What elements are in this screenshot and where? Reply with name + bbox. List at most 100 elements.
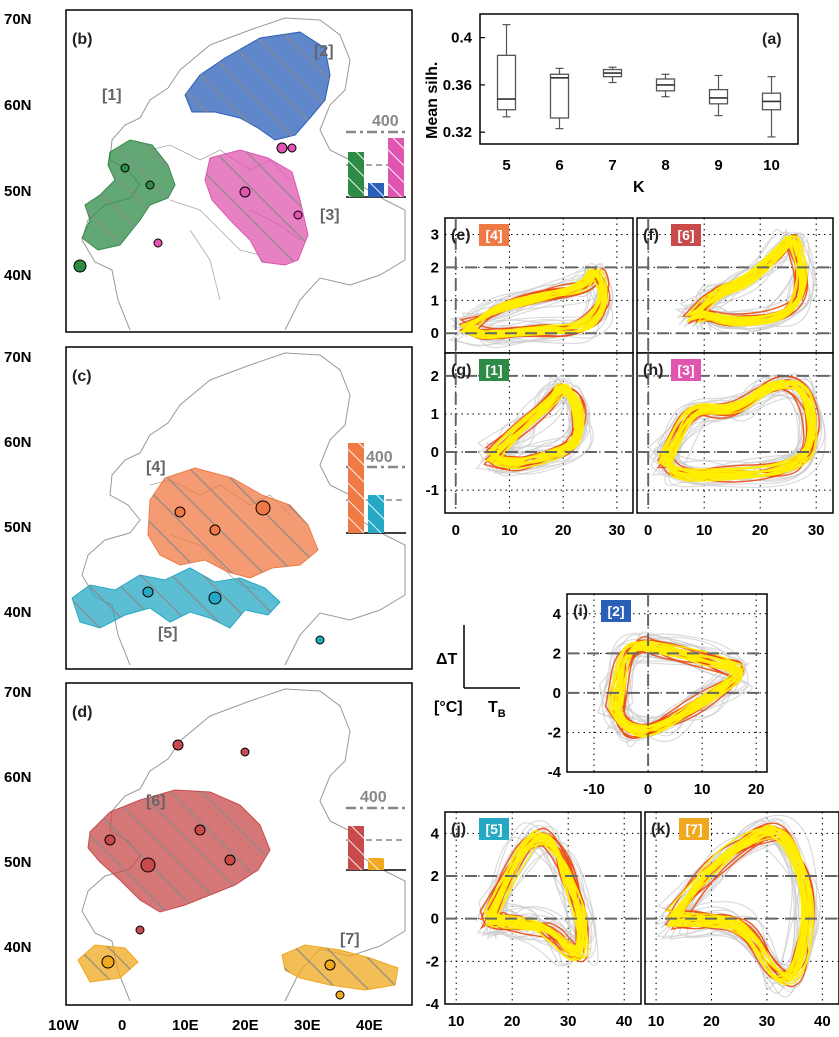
trajectory-panel-j: (j) [5] 10 20 30 40 -4 -2 0 2 4: [426, 811, 642, 1030]
map-lat-ticks-d: 70N 60N 50N 40N: [4, 684, 32, 956]
region-hatch: [88, 790, 270, 912]
ensemble-trajectory: [623, 631, 746, 727]
region-hatch: [82, 140, 175, 250]
region-trajectory: [490, 385, 582, 462]
ytick-label: 0: [431, 325, 439, 342]
key-ylabel: ΔT: [436, 651, 458, 668]
svg-text:20E: 20E: [232, 1017, 259, 1034]
trajectory-panel-label: (g): [451, 362, 471, 379]
region-tag-bg: [679, 818, 709, 840]
region-1-station: [145, 180, 155, 190]
ensemble-trajectory: [604, 634, 729, 738]
map-lat-ticks-c: 70N 60N 50N 40N: [4, 349, 32, 621]
xtick-label: 40: [616, 1013, 633, 1030]
inset-bar-hatch: [388, 138, 404, 197]
region-6-station: [135, 925, 145, 935]
region-tag: [4]: [485, 227, 502, 243]
ensemble-trajectory: [465, 263, 614, 339]
ytick-label: 0: [431, 444, 439, 461]
inset-bar-hatch: [348, 826, 364, 870]
trajectory-panel-label: (f): [643, 227, 659, 244]
ytick-label: -4: [426, 996, 440, 1013]
boxplot-ytick-label: 0.32: [443, 124, 472, 141]
boxplot-xtick-label: 5: [502, 157, 510, 174]
svg-text:60N: 60N: [4, 97, 32, 114]
region-tag-bg: [671, 359, 701, 381]
xtick-label: 0: [644, 781, 652, 798]
region-2-station: [287, 143, 297, 153]
region-7-station: [335, 990, 345, 1000]
trajectory-panel-label: (h): [643, 362, 663, 379]
region-1-station: [120, 163, 130, 173]
boxplot-panel-label: (a): [762, 31, 782, 48]
svg-text:0: 0: [118, 1017, 126, 1034]
region-7-station: [101, 955, 115, 969]
map-lat-ticks-b: 70N 60N 50N 40N: [4, 11, 32, 284]
xtick-label: 20: [555, 522, 572, 539]
trajectory-panel-h: (h) [3] 0 10 20 30: [636, 352, 834, 539]
region-hatch: [185, 32, 330, 140]
svg-text:70N: 70N: [4, 684, 32, 701]
ytick-label: 1: [431, 406, 439, 423]
europe-coastline: [81, 688, 406, 1002]
inset-bar-hatch: [368, 183, 384, 197]
map-panel-d: (d) [6] [7] 400: [65, 682, 413, 1006]
region-3-station: [153, 238, 163, 248]
trajectory-panel-f: (f) [6]: [636, 217, 834, 354]
region-5-station: [208, 591, 222, 605]
xtick-label: 0: [452, 522, 460, 539]
key-xlabel-sub: B: [498, 708, 506, 720]
xtick-label: 40: [814, 1013, 831, 1030]
svg-text:60N: 60N: [4, 434, 32, 451]
svg-text:50N: 50N: [4, 854, 32, 871]
map-panel-label: (c): [72, 368, 92, 385]
inset-bar-hatch: [368, 858, 384, 870]
boxplot-ytick-label: 0.36: [443, 77, 472, 94]
region-6-station: [140, 857, 156, 873]
map-panel-b: (b) [1] [2] [3] 400: [65, 9, 413, 333]
region-trajectory: [666, 382, 816, 471]
region-hatch: [72, 568, 280, 628]
ytick-label: 3: [431, 226, 439, 243]
region-tag: [2]: [607, 603, 624, 619]
trajectory-panel-label: (j): [451, 821, 466, 838]
region-tag-bg: [479, 224, 509, 246]
region-6-station: [194, 824, 206, 836]
region-label: [3]: [320, 207, 340, 224]
key-unit: [°C]: [434, 699, 463, 716]
svg-text:70N: 70N: [4, 349, 32, 366]
inset-bar-hatch: [348, 443, 364, 533]
xtick-label: 30: [609, 522, 626, 539]
region-5-station: [142, 586, 154, 598]
ytick-label: 4: [553, 606, 562, 623]
trajectory-panel-label: (e): [451, 227, 471, 244]
ytick-label: 2: [431, 868, 439, 885]
svg-text:40N: 40N: [4, 267, 32, 284]
boxplot-panel-a: (a) Mean silh. K 0.32 0.36 0.4 5 6 7 8 9 10: [424, 13, 799, 196]
ytick-label: -2: [548, 724, 561, 741]
xtick-label: 10: [448, 1013, 465, 1030]
inset-scale-label: 400: [372, 113, 399, 130]
region-3-station: [239, 186, 251, 198]
boxplot-xtick-label: 6: [555, 157, 563, 174]
boxplot-ytick-label: 0.4: [451, 30, 473, 47]
region-4-station: [255, 500, 271, 516]
region-trajectory: [687, 239, 806, 327]
region-hatch: [205, 150, 308, 265]
xtick-label: 30: [808, 522, 825, 539]
region-7-station: [324, 959, 336, 971]
region-trajectory: [666, 834, 808, 979]
boxplot-xlabel: K: [633, 179, 645, 196]
xtick-label: 20: [703, 1013, 720, 1030]
svg-text:50N: 50N: [4, 183, 32, 200]
inset-bar-hatch: [348, 152, 364, 197]
region-trajectory: [665, 386, 815, 480]
inset-scale-label: 400: [360, 789, 387, 806]
xtick-label: 30: [560, 1013, 577, 1030]
inset-bar-hatch: [368, 495, 384, 533]
axes-key: ΔT [°C] TB: [434, 625, 520, 720]
region-4-station: [209, 524, 221, 536]
region-4-station: [174, 506, 186, 518]
